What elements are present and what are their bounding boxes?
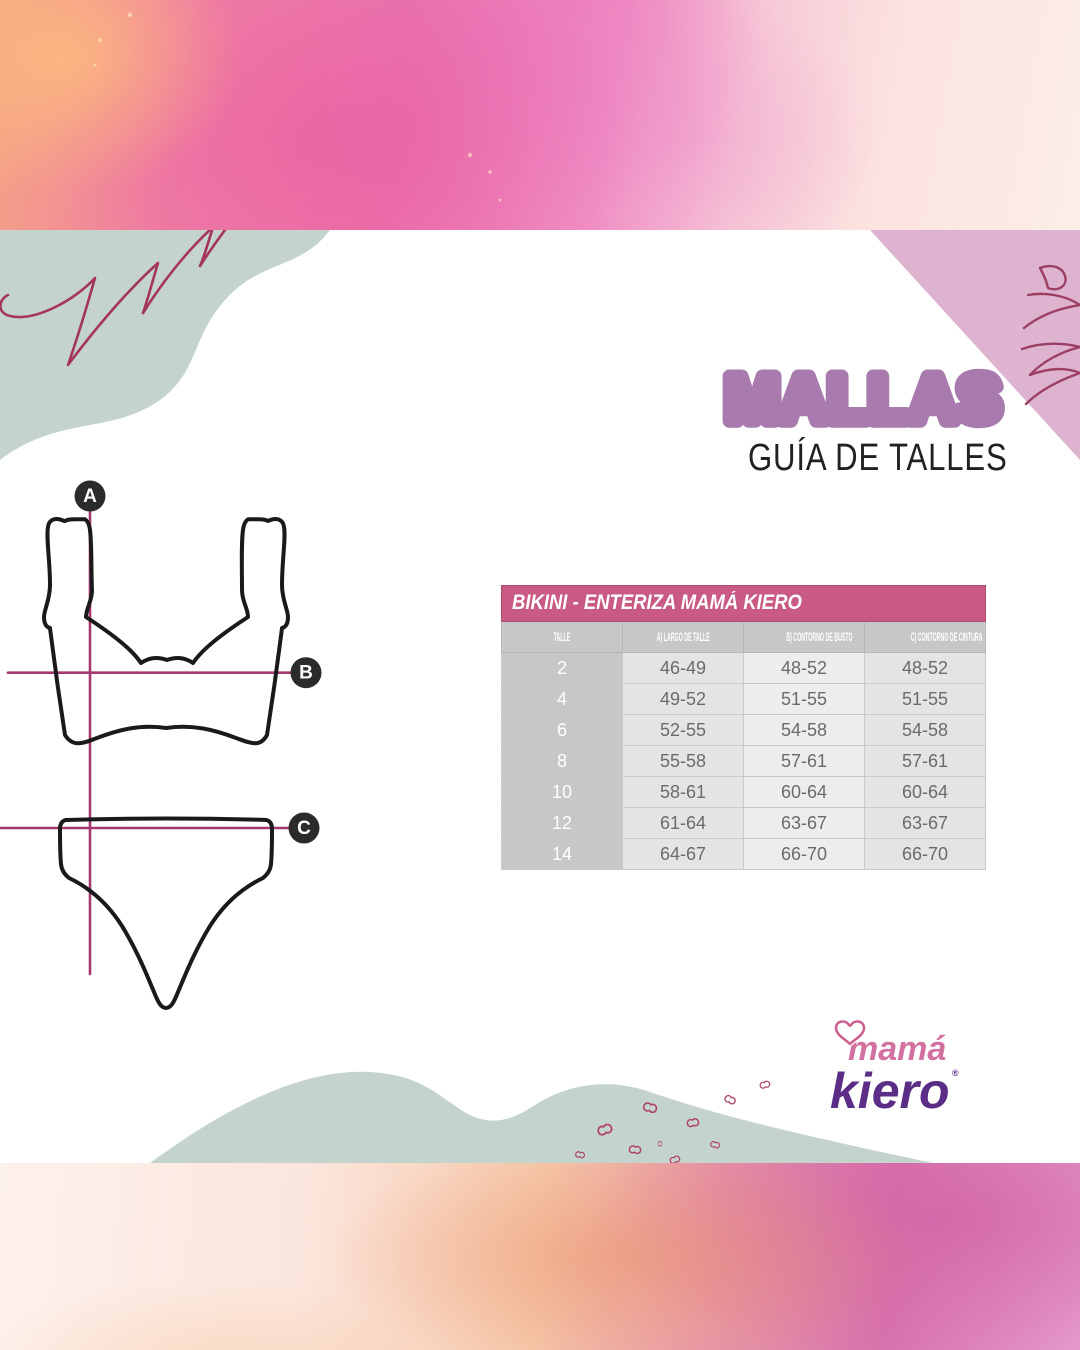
svg-text:®: ® — [952, 1068, 959, 1078]
svg-text:MALLAS: MALLAS — [725, 362, 1002, 435]
svg-text:A: A — [83, 486, 97, 507]
svg-text:C: C — [297, 818, 311, 839]
svg-text:GUÍA DE TALLES: GUÍA DE TALLES — [748, 436, 1008, 479]
svg-text:B: B — [299, 663, 313, 684]
svg-text:kiero: kiero — [830, 1063, 950, 1119]
